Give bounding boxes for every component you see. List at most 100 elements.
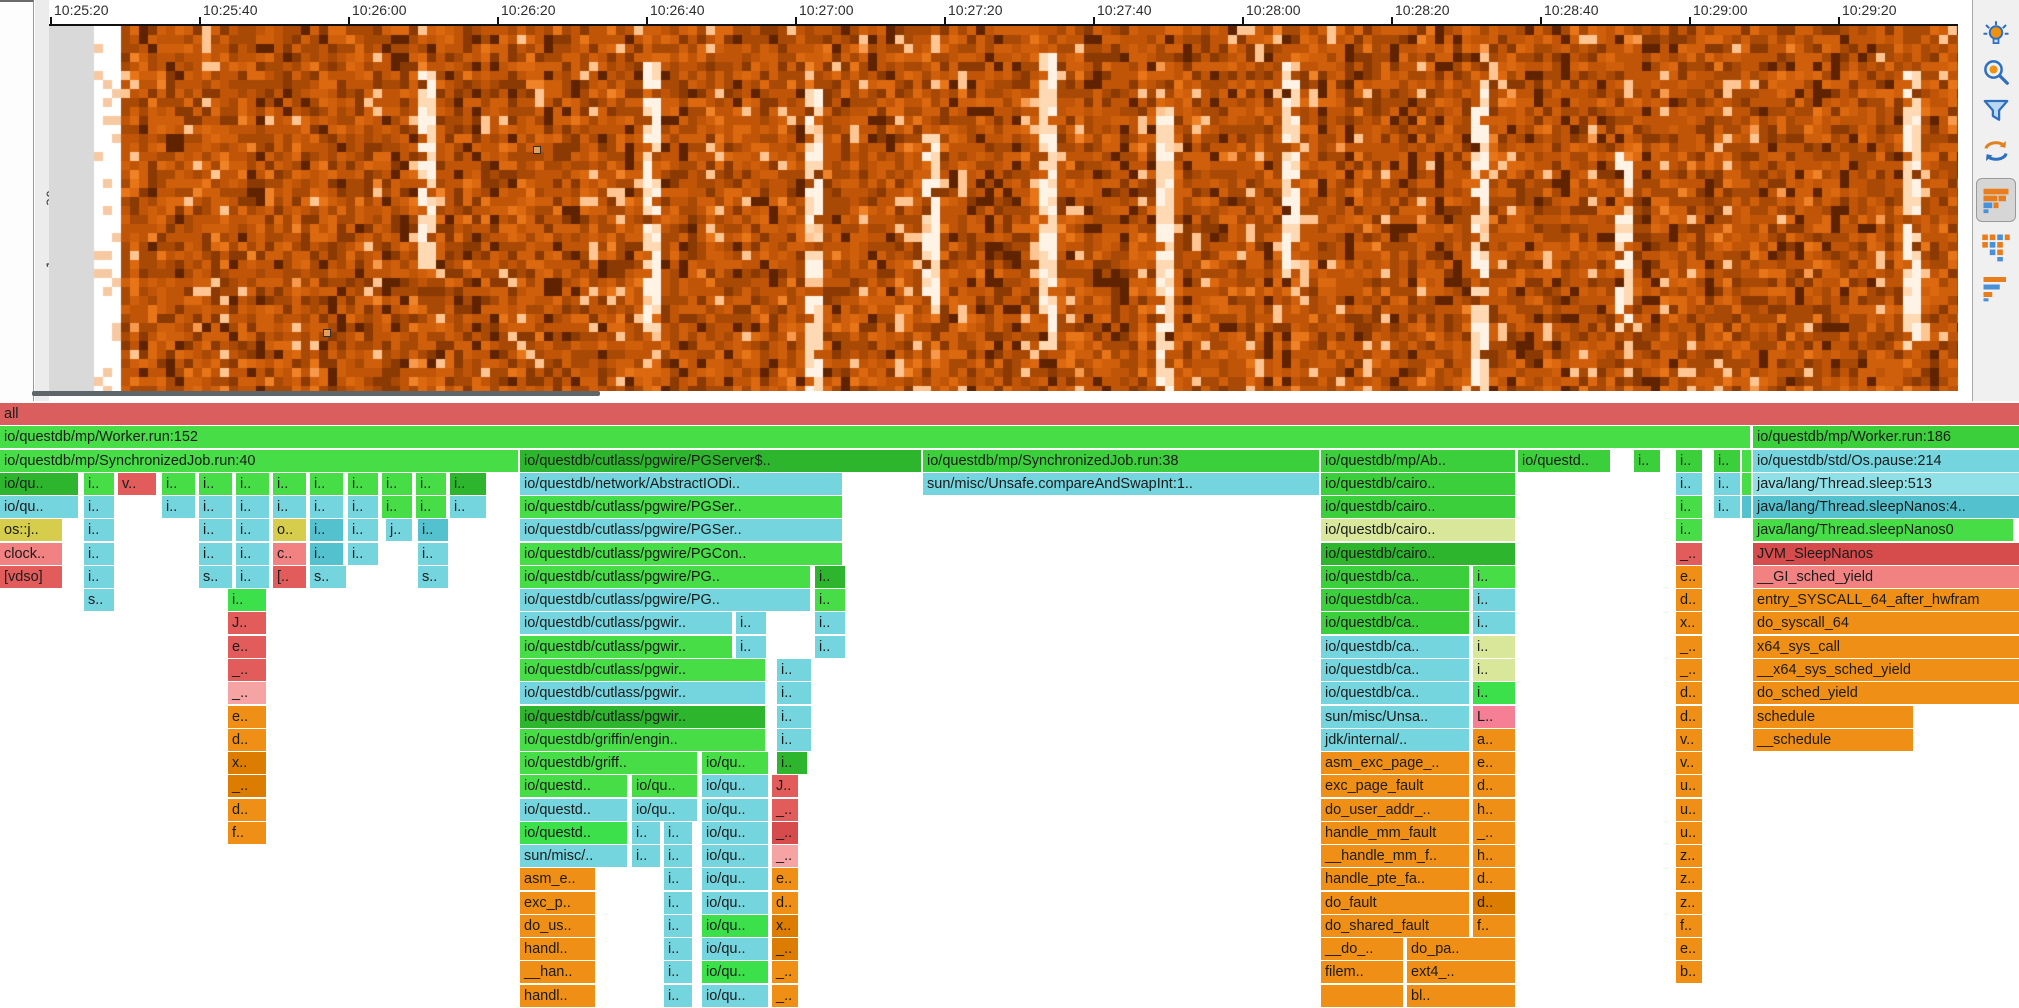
flame-frame[interactable]: i.. xyxy=(777,752,807,775)
flame-frame[interactable]: i.. xyxy=(1714,472,1740,495)
flame-frame[interactable]: io/questd.. xyxy=(520,821,627,844)
flame-frame[interactable]: i.. xyxy=(1714,496,1740,519)
flame-frame[interactable]: i.. xyxy=(664,868,692,891)
flame-frame[interactable]: io/questdb/cutlass/pgwir.. xyxy=(520,682,765,705)
flame-frame[interactable]: i.. xyxy=(199,496,232,519)
flame-frame[interactable]: i.. xyxy=(382,496,412,519)
flame-frame[interactable]: i.. xyxy=(310,519,343,542)
flame-frame[interactable]: d.. xyxy=(1473,868,1515,891)
flame-frame[interactable]: io/questd.. xyxy=(1518,449,1610,472)
flame-frame[interactable]: io/questdb/cutlass/pgwire/PG.. xyxy=(520,565,810,588)
flame-frame[interactable]: s.. xyxy=(199,565,232,588)
flame-frame[interactable]: os::j.. xyxy=(0,519,62,542)
flame-frame[interactable]: d.. xyxy=(1676,589,1702,612)
flame-frame[interactable]: i.. xyxy=(310,496,343,519)
flame-frame[interactable]: clock.. xyxy=(0,542,62,565)
flame-frame[interactable]: io/questdb/mp/SynchronizedJob.run:38 xyxy=(923,449,1319,472)
flame-frame[interactable]: i.. xyxy=(416,496,446,519)
flame-frame[interactable]: u.. xyxy=(1676,798,1702,821)
flame-frame[interactable]: i.. xyxy=(736,612,766,635)
flame-frame[interactable]: io/qu.. xyxy=(702,775,768,798)
flame-frame[interactable]: i.. xyxy=(632,821,660,844)
flame-frame[interactable]: do_sched_yield xyxy=(1753,682,2019,705)
flame-frame[interactable]: x.. xyxy=(1676,612,1702,635)
flame-frame[interactable]: x.. xyxy=(772,914,798,937)
flame-frame[interactable]: io/questdb/ca.. xyxy=(1321,589,1469,612)
flame-frame[interactable]: io/qu.. xyxy=(0,496,78,519)
flame-frame[interactable]: __do_.. xyxy=(1321,938,1403,961)
flame-frame[interactable]: d.. xyxy=(1676,705,1702,728)
flame-frame[interactable]: _.. xyxy=(228,775,266,798)
flame-frame[interactable]: JVM_SleepNanos xyxy=(1753,542,2019,565)
flame-frame[interactable]: do_syscall_64 xyxy=(1753,612,2019,635)
flame-frame[interactable]: io/qu.. xyxy=(702,891,768,914)
flame-frame[interactable]: _.. xyxy=(772,938,798,961)
flame-frame[interactable]: i.. xyxy=(664,891,692,914)
flame-frame[interactable]: f.. xyxy=(1676,914,1702,937)
flame-frame[interactable]: i.. xyxy=(236,519,269,542)
flame-frame[interactable]: _.. xyxy=(228,682,266,705)
flame-frame[interactable]: _.. xyxy=(1676,658,1702,681)
flame-frame[interactable]: i.. xyxy=(1634,449,1660,472)
flame-frame[interactable]: entry_SYSCALL_64_after_hwfram xyxy=(1753,589,2019,612)
flame-frame[interactable]: io/qu.. xyxy=(702,914,768,937)
flame-frame[interactable]: i.. xyxy=(632,845,660,868)
flame-frame[interactable]: d.. xyxy=(1676,682,1702,705)
flame-frame[interactable]: e.. xyxy=(228,635,266,658)
flame-frame[interactable]: _.. xyxy=(1473,821,1515,844)
flame-frame[interactable]: J.. xyxy=(228,612,266,635)
flame-frame[interactable]: i.. xyxy=(236,565,269,588)
flame-frame[interactable]: do_fault xyxy=(1321,891,1469,914)
flame-frame[interactable]: io/qu.. xyxy=(702,798,768,821)
flame-frame[interactable]: ext4_.. xyxy=(1407,961,1515,984)
flame-frame[interactable]: i.. xyxy=(236,542,269,565)
flame-frame[interactable]: __handle_mm_f.. xyxy=(1321,845,1469,868)
flame-frame[interactable]: _.. xyxy=(228,658,266,681)
flame-frame[interactable]: java/lang/Thread.sleepNanos0 xyxy=(1753,519,2013,542)
flame-frame[interactable]: d.. xyxy=(772,891,798,914)
lightbulb-icon[interactable] xyxy=(1981,20,2011,50)
flame-frame[interactable]: i.. xyxy=(1676,519,1702,542)
flame-frame[interactable]: io/questdb/cairo.. xyxy=(1321,472,1515,495)
flame-frame[interactable]: x.. xyxy=(228,752,266,775)
flame-frame[interactable]: i.. xyxy=(273,472,306,495)
flame-frame[interactable]: io/qu.. xyxy=(702,821,768,844)
flame-frame[interactable]: c.. xyxy=(273,542,306,565)
flame-frame[interactable]: jdk/internal/.. xyxy=(1321,728,1469,751)
flame-frame[interactable]: io/questdb/ca.. xyxy=(1321,682,1469,705)
flame-frame[interactable]: h.. xyxy=(1473,845,1515,868)
flame-frame[interactable]: io/questdb/cutlass/pgwir.. xyxy=(520,612,732,635)
flame-frame[interactable]: i.. xyxy=(1473,682,1515,705)
flame-frame[interactable]: v.. xyxy=(118,472,156,495)
flame-frame[interactable]: i.. xyxy=(348,542,378,565)
flame-frame[interactable] xyxy=(1742,472,1751,495)
flame-frame[interactable]: L.. xyxy=(1473,705,1515,728)
flame-frame[interactable]: all xyxy=(0,403,2019,425)
flame-frame[interactable]: io/questdb/cairo.. xyxy=(1321,519,1515,542)
flame-frame[interactable]: __GI_sched_yield xyxy=(1753,565,2019,588)
flame-frame[interactable]: java/lang/Thread.sleepNanos:4.. xyxy=(1753,496,2019,519)
flame-frame[interactable]: _.. xyxy=(772,821,798,844)
flame-frame[interactable]: i.. xyxy=(1473,658,1515,681)
flame-frame[interactable]: io/questdb/cutlass/pgwir.. xyxy=(520,635,732,658)
flame-frame[interactable]: e.. xyxy=(1676,938,1702,961)
flame-frame[interactable]: io/questdb/cutlass/pgwire/PGCon.. xyxy=(520,542,842,565)
flame-frame[interactable]: io/questdb/network/AbstractIODi.. xyxy=(520,472,842,495)
flame-frame[interactable]: [.. xyxy=(273,565,306,588)
flame-frame[interactable]: i.. xyxy=(1473,589,1515,612)
flame-frame[interactable]: io/questdb/cutlass/pgwir.. xyxy=(520,705,765,728)
flame-frame[interactable]: i.. xyxy=(236,472,269,495)
flame-frame[interactable]: i.. xyxy=(84,472,114,495)
flame-frame[interactable]: i.. xyxy=(450,496,486,519)
flame-frame[interactable]: i.. xyxy=(418,519,448,542)
flame-frame[interactable]: __schedule xyxy=(1753,728,1913,751)
flame-frame[interactable]: io/qu.. xyxy=(702,845,768,868)
flame-frame[interactable]: i.. xyxy=(84,519,114,542)
flame-frame[interactable]: z.. xyxy=(1676,891,1702,914)
flame-frame[interactable]: handle_mm_fault xyxy=(1321,821,1469,844)
flame-frame[interactable]: sun/misc/Unsa.. xyxy=(1321,705,1469,728)
flame-frame[interactable]: v.. xyxy=(1676,752,1702,775)
flame-frame[interactable]: d.. xyxy=(1473,891,1515,914)
flame-frame[interactable]: io/questdb/std/Os.pause:214 xyxy=(1753,449,2019,472)
flame-frame[interactable]: i.. xyxy=(382,472,412,495)
